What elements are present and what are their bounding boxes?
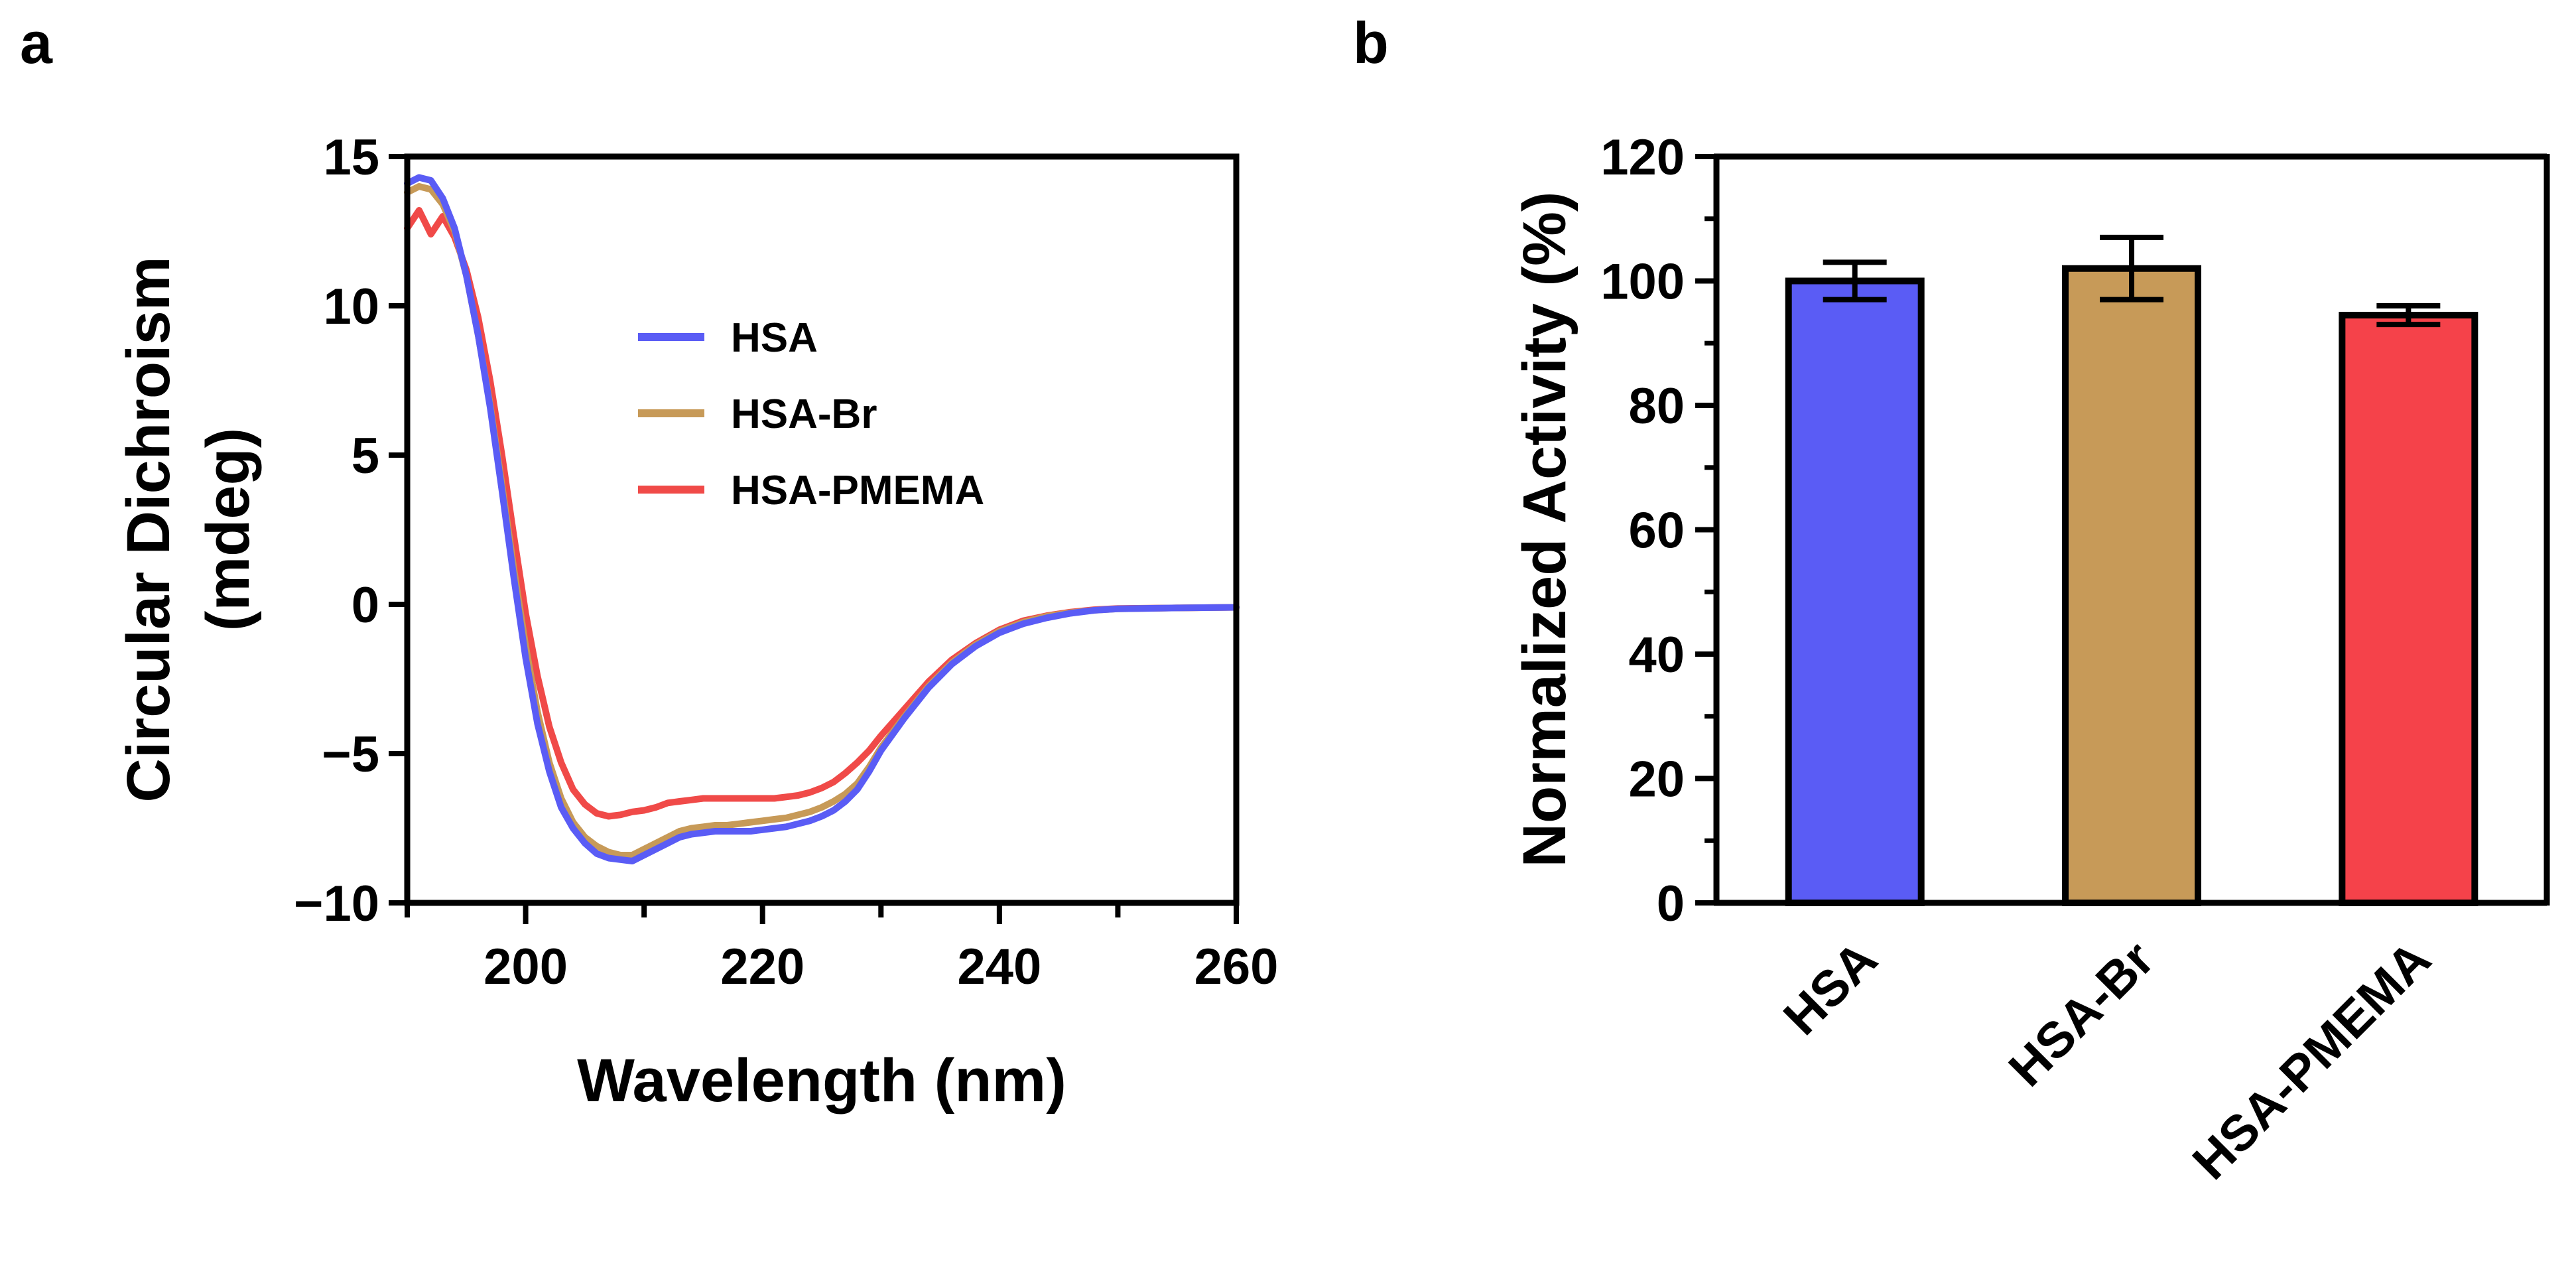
- activity-x-tick-label-hsa-pmema: HSA-PMEMA: [2182, 931, 2441, 1190]
- activity-y-axis-title: Normalized Activity (%): [1511, 191, 1578, 867]
- cd-x-axis-title: Wavelength (nm): [577, 1047, 1066, 1114]
- activity-bar-hsa: [1785, 277, 1925, 906]
- cd-y-tick-label: −10: [294, 876, 379, 932]
- panel-b-letter: b: [1353, 10, 1389, 76]
- activity-x-tick-label-hsa-br: HSA-Br: [1998, 931, 2165, 1097]
- activity-bar-chart: 0 20 40 60 80 100 120 HSA HSA-Br HSA-PMEMA Norma…: [1511, 129, 2550, 1190]
- cd-series-group: [404, 174, 1240, 864]
- cd-spectrum-chart: −10 −5 0 5 10 15 200 220 240 260 Circular Dichro…: [115, 129, 1278, 1114]
- activity-y-tick-label: 20: [1628, 752, 1685, 808]
- cd-y-tick-label: 15: [323, 129, 379, 186]
- cd-y-tick-label: 0: [352, 577, 379, 634]
- cd-legend: HSA HSA-Br HSA-PMEMA: [638, 315, 984, 513]
- cd-plot-frame: [404, 153, 1240, 906]
- cd-y-axis-title-line2: (mdeg): [194, 428, 262, 632]
- activity-y-tick-label: 0: [1657, 876, 1685, 932]
- activity-bar-hsa-pmema: [2339, 312, 2479, 906]
- activity-bar-hsa-br: [2062, 265, 2201, 906]
- cd-series-line-hsa-br: [404, 183, 1240, 858]
- activity-y-tick-label: 100: [1600, 254, 1685, 310]
- cd-x-tick-label: 220: [720, 939, 805, 995]
- activity-y-axis: 0 20 40 60 80 100 120: [1600, 129, 1716, 932]
- activity-bars-group: [1785, 234, 2479, 906]
- activity-y-tick-label: 80: [1628, 378, 1685, 435]
- cd-y-axis: −10 −5 0 5 10 15: [294, 129, 407, 932]
- cd-y-axis-title-line1: Circular Dichroism: [115, 256, 182, 802]
- cd-x-tick-label: 200: [483, 939, 568, 995]
- cd-x-tick-label: 240: [957, 939, 1041, 995]
- activity-y-tick-label: 40: [1628, 627, 1685, 683]
- activity-x-axis: HSA HSA-Br HSA-PMEMA: [1773, 931, 2441, 1190]
- panel-a-letter: a: [20, 10, 53, 76]
- activity-x-tick-label-hsa: HSA: [1773, 931, 1888, 1046]
- activity-y-tick-label: 60: [1628, 503, 1685, 559]
- cd-x-axis: 200 220 240 260: [405, 903, 1279, 995]
- cd-legend-label-hsa-br: HSA-Br: [731, 391, 877, 437]
- cd-y-tick-label: −5: [322, 726, 379, 783]
- cd-legend-label-hsa-pmema: HSA-PMEMA: [731, 468, 984, 513]
- cd-series-line-hsa: [404, 174, 1240, 864]
- cd-y-tick-label: 10: [323, 279, 379, 335]
- cd-legend-label-hsa: HSA: [731, 315, 818, 361]
- cd-y-tick-label: 5: [352, 428, 379, 484]
- cd-x-tick-label: 260: [1194, 939, 1279, 995]
- activity-y-tick-label: 120: [1600, 129, 1685, 186]
